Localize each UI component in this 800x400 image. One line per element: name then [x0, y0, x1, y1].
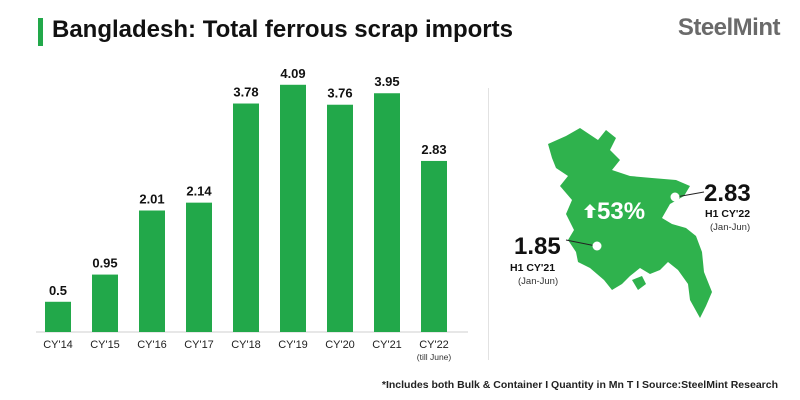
leader-line-h1-21: [565, 239, 597, 247]
bar-chart: 0.5 CY'14 0.95 CY'15 2.01 CY'16 2.14 CY'17 3.78 C…: [36, 66, 468, 362]
category-label-CY'14: CY'14: [43, 339, 73, 351]
value-label-CY'18: 3.78: [233, 85, 258, 100]
category-label-CY'20: CY'20: [325, 339, 355, 351]
marker-h1-22: [670, 192, 680, 202]
h1-21-period: (Jan-Jun): [518, 276, 559, 287]
divider: [488, 88, 489, 360]
value-label-CY'15: 0.95: [92, 256, 117, 271]
value-label-CY'17: 2.14: [186, 184, 212, 199]
category-label-CY'21: CY'21: [372, 339, 402, 351]
category-label-CY'18: CY'18: [231, 339, 261, 351]
bar-CY'22: [421, 160, 447, 332]
leader-line-h1-22: [675, 191, 705, 198]
h1-22-label: H1 CY'22: [705, 208, 751, 220]
map-coastal-island: [632, 276, 646, 290]
chart-title: Bangladesh: Total ferrous scrap imports: [52, 16, 513, 43]
h1-21-label: H1 CY'21: [510, 262, 556, 274]
category-label-CY'22: CY'22: [419, 339, 449, 351]
bangladesh-map-shape: [548, 128, 712, 318]
category-note-CY'22: (till June): [417, 352, 452, 362]
bar-CY'18: [233, 103, 259, 333]
bar-CY'21: [374, 93, 400, 332]
bar-CY'15: [92, 274, 118, 332]
category-label-CY'17: CY'17: [184, 339, 214, 351]
h1-22-value: 2.83: [704, 180, 751, 207]
bar-CY'14: [45, 301, 71, 332]
value-label-CY'21: 3.95: [374, 74, 399, 89]
bar-CY'20: [327, 104, 353, 333]
category-label-CY'16: CY'16: [137, 339, 167, 351]
footnote: *Includes both Bulk & Container I Quanti…: [381, 379, 778, 391]
value-label-CY'22: 2.83: [421, 142, 446, 157]
marker-h1-21: [592, 241, 602, 251]
bar-CY'16: [139, 210, 165, 332]
h1-22-period: (Jan-Jun): [710, 222, 751, 233]
value-label-CY'16: 2.01: [139, 192, 164, 207]
category-label-CY'15: CY'15: [90, 339, 120, 351]
growth-percentage: 53%: [597, 198, 646, 225]
category-label-CY'19: CY'19: [278, 339, 308, 351]
title-accent-bar: [38, 18, 43, 46]
value-label-CY'19: 4.09: [280, 66, 305, 81]
h1-21-value: 1.85: [514, 233, 561, 260]
bar-CY'17: [186, 202, 212, 332]
logo-text: SteelMint: [677, 14, 781, 41]
value-label-CY'14: 0.5: [49, 283, 67, 298]
up-arrow-icon: [584, 204, 596, 218]
value-label-CY'20: 3.76: [327, 86, 352, 101]
bar-CY'19: [280, 84, 306, 332]
steelmint-logo: SteelMint: [677, 14, 781, 42]
